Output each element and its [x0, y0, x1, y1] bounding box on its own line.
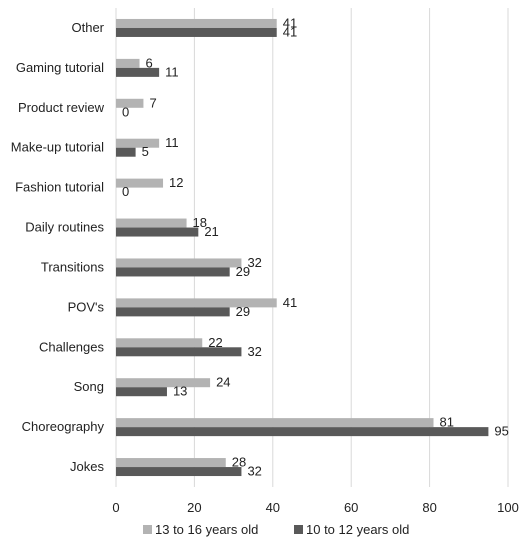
- data-label: 29: [236, 264, 250, 279]
- x-axis-ticks: 0 20 40 60 80 100: [112, 500, 518, 515]
- x-tick-label: 60: [344, 500, 358, 515]
- bar-age-10-12: [116, 387, 167, 397]
- data-label: 28: [232, 455, 246, 470]
- data-label: 29: [236, 304, 250, 319]
- category-labels: Other Gaming tutorial Product review Make-u…: [11, 20, 105, 474]
- x-tick-label: 100: [497, 500, 519, 515]
- bar-age-10-12: [116, 467, 242, 477]
- bar-age-13-16: [116, 458, 226, 468]
- bar-age-10-12: [116, 427, 489, 437]
- data-label: 11: [165, 64, 179, 79]
- x-tick-label: 80: [422, 500, 436, 515]
- bar-age-13-16: [116, 218, 187, 228]
- data-label: 32: [247, 344, 261, 359]
- bar-age-13-16: [116, 138, 160, 148]
- bar-age-10-12: [116, 147, 136, 157]
- data-labels: 4141611701151201821322941292232241381952…: [122, 15, 509, 478]
- data-label: 7: [149, 95, 156, 110]
- bar-age-13-16: [116, 338, 203, 348]
- category-label: Other: [71, 20, 104, 35]
- data-label: 24: [216, 375, 230, 390]
- bar-age-10-12: [116, 307, 230, 317]
- bar-age-13-16: [116, 378, 211, 388]
- bar-age-13-16: [116, 418, 434, 428]
- data-label: 5: [142, 144, 149, 159]
- data-label: 81: [440, 415, 454, 430]
- category-label: Transitions: [41, 259, 105, 274]
- data-label: 95: [494, 424, 508, 439]
- bar-age-10-12: [116, 347, 242, 357]
- category-label: Choreography: [22, 419, 105, 434]
- legend-label: 13 to 16 years old: [155, 522, 258, 537]
- data-label: 41: [283, 295, 297, 310]
- bars: [116, 18, 489, 477]
- data-label: 0: [122, 184, 129, 199]
- data-label: 32: [247, 464, 261, 479]
- category-label: Fashion tutorial: [15, 180, 104, 195]
- bar-age-10-12: [116, 267, 230, 277]
- category-label: Product review: [18, 100, 105, 115]
- x-tick-label: 20: [187, 500, 201, 515]
- category-label: Jokes: [70, 459, 104, 474]
- data-label: 18: [193, 215, 207, 230]
- data-label: 12: [169, 175, 183, 190]
- data-label: 41: [283, 15, 297, 30]
- bar-age-13-16: [116, 58, 140, 68]
- category-label: Challenges: [39, 339, 105, 354]
- gridlines: [115, 8, 509, 487]
- legend-swatch-age-10-12: [294, 525, 303, 534]
- data-label: 11: [165, 135, 179, 150]
- category-label: Gaming tutorial: [16, 60, 104, 75]
- data-label: 13: [173, 384, 187, 399]
- bar-age-10-12: [116, 27, 277, 37]
- data-label: 0: [122, 104, 129, 119]
- x-tick-label: 40: [266, 500, 280, 515]
- bar-age-13-16: [116, 18, 277, 28]
- legend-label: 10 to 12 years old: [306, 522, 409, 537]
- category-label: Make-up tutorial: [11, 140, 104, 155]
- data-label: 41: [283, 24, 297, 39]
- data-label: 6: [146, 55, 153, 70]
- category-label: Daily routines: [25, 220, 104, 235]
- data-label: 21: [204, 224, 218, 239]
- bar-age-10-12: [116, 67, 160, 77]
- bar-age-10-12: [116, 227, 199, 237]
- bar-age-13-16: [116, 98, 144, 108]
- bar-age-13-16: [116, 258, 242, 268]
- bar-age-13-16: [116, 298, 277, 308]
- legend: 13 to 16 years old 10 to 12 years old: [143, 522, 409, 537]
- legend-swatch-age-13-16: [143, 525, 152, 534]
- x-tick-label: 0: [112, 500, 119, 515]
- category-label: POV's: [68, 299, 105, 314]
- category-label: Song: [74, 379, 104, 394]
- data-label: 22: [208, 335, 222, 350]
- data-label: 32: [247, 255, 261, 270]
- bar-age-13-16: [116, 178, 164, 188]
